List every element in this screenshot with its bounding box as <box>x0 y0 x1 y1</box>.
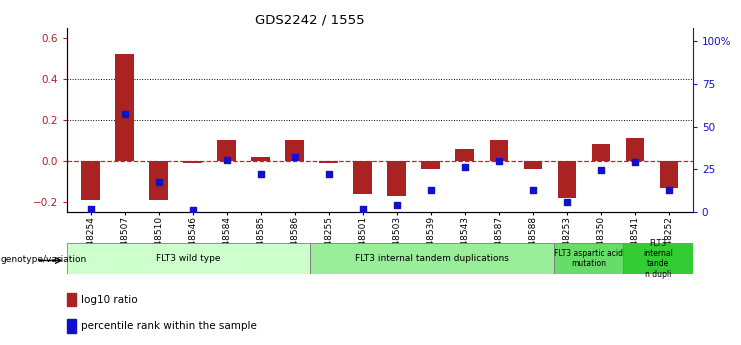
Bar <box>591 145 611 161</box>
Bar <box>557 161 576 198</box>
Point <box>629 159 641 165</box>
Point <box>323 171 335 177</box>
Text: FLT3 aspartic acid
mutation: FLT3 aspartic acid mutation <box>554 249 623 268</box>
Bar <box>319 161 338 163</box>
Point <box>357 206 369 211</box>
Bar <box>67 243 310 274</box>
Bar <box>82 161 100 200</box>
Bar <box>149 161 168 200</box>
Point <box>255 171 267 177</box>
Text: percentile rank within the sample: percentile rank within the sample <box>81 321 257 331</box>
Text: GDS2242 / 1555: GDS2242 / 1555 <box>255 13 364 27</box>
Text: FLT3 wild type: FLT3 wild type <box>156 254 221 263</box>
Text: log10 ratio: log10 ratio <box>81 295 138 305</box>
Point <box>289 155 301 160</box>
Point <box>663 187 675 193</box>
Point <box>459 164 471 170</box>
Text: genotype/variation: genotype/variation <box>1 255 87 264</box>
Point <box>187 208 199 213</box>
Bar <box>310 243 554 274</box>
Bar <box>183 161 202 163</box>
Bar <box>625 138 645 161</box>
Bar <box>659 161 678 188</box>
Bar <box>67 293 76 306</box>
Bar <box>353 161 372 194</box>
Point <box>119 111 130 117</box>
Bar <box>490 140 508 161</box>
Point <box>425 187 436 193</box>
Bar <box>422 161 440 169</box>
Point <box>391 203 402 208</box>
Bar <box>554 243 623 274</box>
Point <box>493 158 505 164</box>
Point <box>221 157 233 163</box>
Bar <box>524 161 542 169</box>
Bar <box>623 243 693 274</box>
Text: FLT3 internal tandem duplications: FLT3 internal tandem duplications <box>355 254 509 263</box>
Bar <box>217 140 236 161</box>
Bar <box>456 149 474 161</box>
Bar <box>388 161 406 196</box>
Point <box>84 206 96 211</box>
Text: FLT3
internal
tande
n dupli: FLT3 internal tande n dupli <box>643 239 673 279</box>
Point <box>527 187 539 193</box>
Bar <box>285 140 304 161</box>
Bar <box>251 157 270 161</box>
Bar <box>67 319 76 333</box>
Point <box>595 168 607 173</box>
Point <box>153 179 165 185</box>
Bar <box>115 54 134 161</box>
Point <box>561 199 573 205</box>
